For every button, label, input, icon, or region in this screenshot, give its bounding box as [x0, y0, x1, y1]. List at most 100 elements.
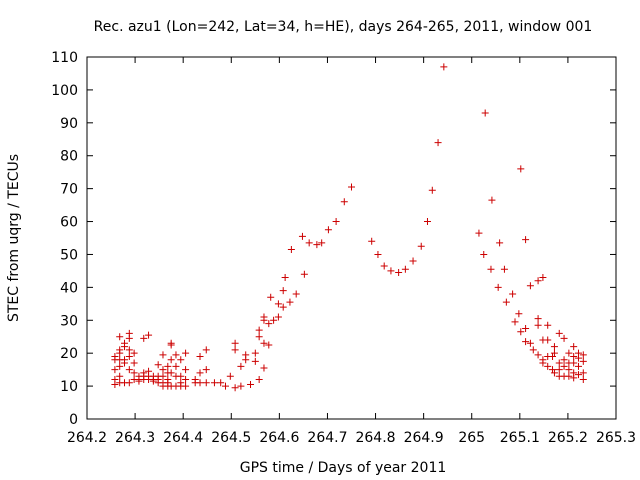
data-point — [125, 366, 133, 374]
data-point — [270, 316, 278, 324]
data-point — [255, 333, 263, 341]
data-point — [488, 196, 496, 204]
x-tick-label: 264.3 — [115, 430, 155, 446]
data-point — [172, 362, 180, 370]
data-point — [172, 351, 180, 359]
data-point — [560, 362, 568, 370]
data-point — [374, 250, 382, 258]
data-point — [265, 320, 273, 328]
y-tick-label: 110 — [51, 50, 78, 66]
data-point — [167, 341, 175, 349]
y-axis-ticks: 0 10 20 30 40 50 60 70 80 90 100 110 — [51, 50, 616, 428]
data-point — [526, 339, 534, 347]
y-tick-label: 40 — [60, 280, 78, 296]
data-point — [539, 359, 547, 367]
data-point — [298, 232, 306, 240]
data-point — [544, 336, 552, 344]
data-point — [395, 269, 403, 277]
data-point — [565, 349, 573, 357]
data-point — [286, 298, 294, 306]
data-point — [260, 339, 268, 347]
x-tick-label: 264.5 — [211, 430, 251, 446]
data-point — [324, 226, 332, 234]
data-point — [380, 262, 388, 270]
data-point — [182, 382, 190, 390]
data-point — [300, 270, 308, 278]
data-point — [487, 265, 495, 273]
x-tick-label: 265.3 — [596, 430, 636, 446]
data-point — [428, 186, 436, 194]
data-point — [574, 354, 582, 362]
data-point — [560, 356, 568, 364]
data-point — [522, 236, 530, 244]
data-point — [550, 369, 558, 377]
data-point — [182, 376, 190, 384]
data-point — [154, 361, 162, 369]
data-point — [210, 379, 218, 387]
data-point — [274, 300, 282, 308]
data-point — [522, 325, 530, 332]
x-tick-label: 265 — [458, 430, 485, 446]
data-point — [281, 273, 289, 281]
data-point — [570, 343, 578, 351]
data-point — [265, 341, 273, 349]
data-point — [509, 290, 517, 298]
x-tick-label: 265.1 — [500, 430, 540, 446]
data-point — [332, 218, 340, 226]
data-point — [292, 290, 300, 298]
data-point — [116, 333, 124, 341]
data-point — [159, 351, 167, 359]
data-point — [242, 356, 250, 364]
y-tick-label: 0 — [69, 412, 78, 428]
x-tick-label: 264.4 — [163, 430, 203, 446]
y-tick-label: 50 — [60, 247, 78, 263]
data-point — [496, 239, 504, 247]
data-point — [255, 326, 263, 334]
data-point — [517, 165, 525, 173]
data-point — [565, 372, 573, 380]
data-point — [202, 379, 210, 387]
x-axis-label: GPS time / Days of year 2011 — [240, 460, 447, 476]
data-point — [494, 283, 502, 291]
data-point — [251, 357, 259, 365]
data-point — [202, 346, 210, 354]
data-point — [579, 357, 587, 365]
chart-title: Rec. azu1 (Lon=242, Lat=34, h=HE), days … — [94, 19, 593, 35]
data-point — [348, 183, 355, 191]
data-point — [121, 343, 129, 351]
y-tick-label: 60 — [60, 215, 78, 231]
data-point — [287, 246, 295, 254]
data-point — [237, 362, 245, 370]
data-point — [502, 298, 510, 306]
data-point — [130, 359, 138, 367]
data-point — [196, 352, 204, 360]
x-tick-label: 264.9 — [404, 430, 444, 446]
data-point — [111, 380, 119, 388]
data-point — [202, 366, 210, 374]
data-point — [159, 372, 167, 380]
data-point — [130, 369, 138, 377]
data-point — [340, 198, 348, 206]
data-point — [555, 359, 563, 367]
data-point — [247, 380, 255, 388]
data-point — [226, 372, 234, 380]
data-point — [237, 382, 245, 390]
data-points — [111, 63, 587, 392]
data-point — [145, 331, 153, 339]
data-point — [125, 334, 133, 342]
data-point — [116, 362, 124, 370]
data-point — [579, 376, 587, 384]
data-point — [164, 362, 172, 370]
y-tick-label: 70 — [60, 182, 78, 198]
data-point — [222, 382, 230, 390]
data-point — [570, 359, 578, 367]
data-point — [539, 273, 547, 281]
data-point — [267, 293, 275, 301]
data-point — [417, 242, 425, 250]
data-point — [251, 349, 259, 357]
data-point — [387, 267, 395, 275]
x-tick-label: 264.2 — [67, 430, 107, 446]
data-point — [231, 384, 239, 392]
x-axis-ticks: 264.2 264.3 264.4 264.5 264.6 264.7 264.8 264.9… — [67, 57, 636, 446]
